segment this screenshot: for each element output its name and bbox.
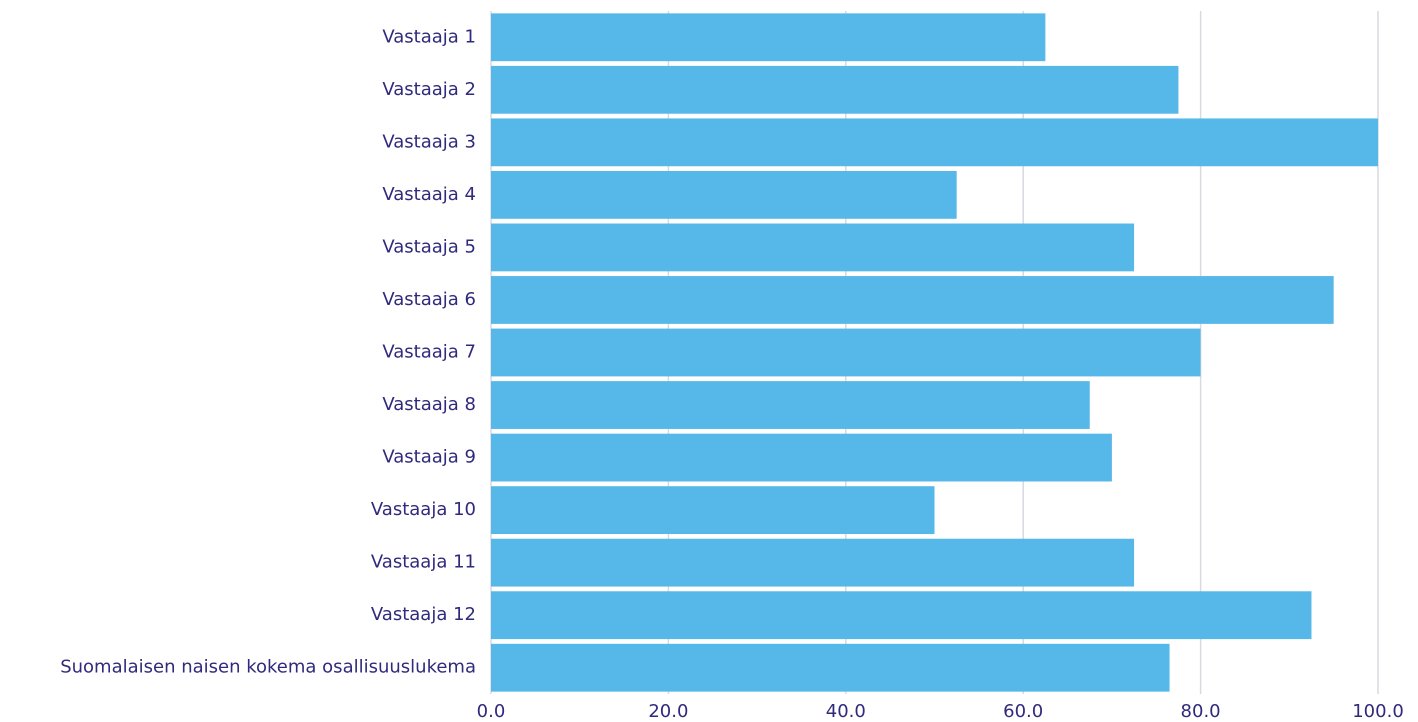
bar bbox=[491, 643, 1170, 692]
bar bbox=[491, 328, 1201, 377]
y-tick-label: Vastaaja 8 bbox=[382, 394, 476, 415]
bar bbox=[491, 65, 1179, 114]
bar bbox=[491, 13, 1046, 62]
bar bbox=[491, 538, 1135, 587]
y-tick-label: Vastaaja 2 bbox=[382, 79, 476, 100]
bar bbox=[491, 486, 935, 535]
x-tick-label: 20.0 bbox=[648, 701, 688, 722]
y-tick-label: Vastaaja 5 bbox=[382, 236, 476, 257]
y-tick-label: Vastaaja 6 bbox=[382, 289, 476, 310]
y-tick-label: Vastaaja 12 bbox=[371, 604, 476, 625]
bar bbox=[491, 276, 1334, 324]
bar bbox=[491, 223, 1135, 272]
bar bbox=[491, 433, 1112, 482]
x-tick-label: 100.0 bbox=[1352, 701, 1404, 722]
y-tick-label: Vastaaja 11 bbox=[371, 552, 476, 573]
bar bbox=[491, 118, 1378, 167]
x-tick-label: 0.0 bbox=[477, 701, 506, 722]
x-tick-label: 60.0 bbox=[1003, 701, 1043, 722]
bar bbox=[491, 591, 1312, 640]
y-tick-label: Vastaaja 1 bbox=[382, 26, 476, 47]
bar bbox=[491, 170, 957, 219]
x-tick-label: 80.0 bbox=[1181, 701, 1221, 722]
y-tick-label: Vastaaja 4 bbox=[382, 184, 476, 205]
y-tick-label: Vastaaja 3 bbox=[382, 131, 476, 152]
y-tick-label: Suomalaisen naisen kokema osallisuusluke… bbox=[60, 657, 476, 678]
x-tick-label: 40.0 bbox=[826, 701, 866, 722]
bar bbox=[491, 381, 1090, 429]
y-tick-label: Vastaaja 10 bbox=[371, 499, 476, 520]
y-tick-label: Vastaaja 9 bbox=[382, 447, 476, 468]
y-tick-label: Vastaaja 7 bbox=[382, 342, 476, 363]
